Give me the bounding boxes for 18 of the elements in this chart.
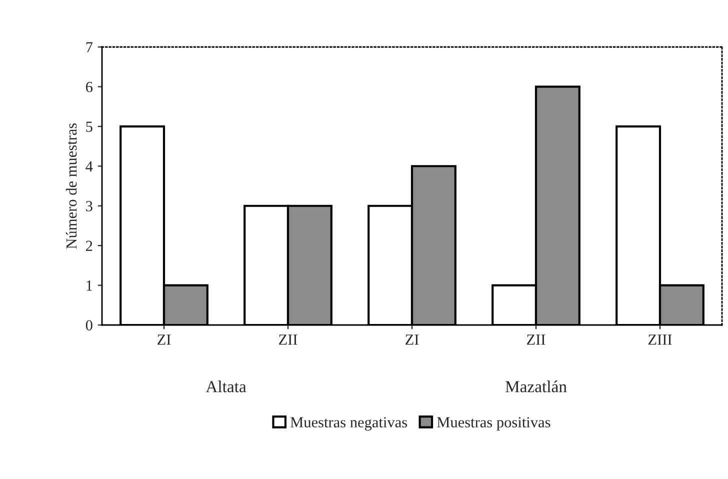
x-tick-label: ZI bbox=[158, 334, 171, 345]
y-tick-label: 1 bbox=[86, 280, 92, 291]
x-tick-label: ZI bbox=[406, 334, 419, 345]
x-tick-label: ZII bbox=[526, 334, 546, 345]
x-tick-label: ZII bbox=[278, 334, 298, 345]
y-tick-label: 7 bbox=[86, 42, 93, 52]
y-axis-title: Número de muestras bbox=[66, 123, 77, 249]
legend-label: Muestras negativas bbox=[290, 417, 408, 431]
text: Mazatlán bbox=[505, 380, 567, 392]
y-tick-label: 2 bbox=[86, 240, 92, 251]
y-tick-label: 4 bbox=[86, 161, 93, 172]
legend-label: Muestras positivas bbox=[437, 417, 550, 431]
y-tick-label: 0 bbox=[86, 320, 92, 330]
x-tick-label: ZIII bbox=[648, 334, 672, 345]
y-tick-label: 6 bbox=[86, 82, 93, 92]
text: Altata bbox=[206, 380, 246, 392]
y-tick-label: 5 bbox=[86, 122, 92, 132]
y-tick-label: 3 bbox=[86, 201, 92, 212]
